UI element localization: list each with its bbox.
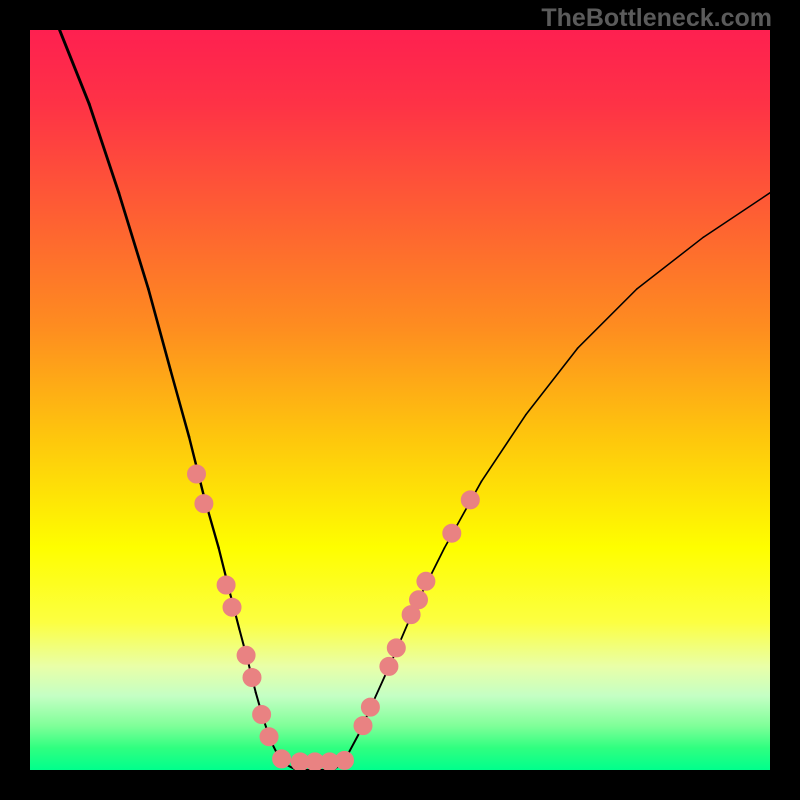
curve-marker [387, 639, 405, 657]
curve-marker [253, 706, 271, 724]
gradient-background [30, 30, 770, 770]
chart-plot-area [30, 30, 770, 770]
curve-marker [443, 524, 461, 542]
watermark-text: TheBottleneck.com [541, 4, 772, 33]
curve-marker [417, 572, 435, 590]
curve-marker [380, 657, 398, 675]
curve-marker [195, 495, 213, 513]
curve-marker [361, 698, 379, 716]
curve-marker [217, 576, 235, 594]
curve-marker [354, 717, 372, 735]
curve-marker [243, 669, 261, 687]
curve-marker [410, 591, 428, 609]
curve-marker [188, 465, 206, 483]
curve-marker [223, 598, 241, 616]
curve-marker [273, 750, 291, 768]
curve-marker [260, 728, 278, 746]
curve-marker [237, 646, 255, 664]
curve-marker [336, 751, 354, 769]
chart-svg [30, 30, 770, 770]
curve-marker [461, 491, 479, 509]
